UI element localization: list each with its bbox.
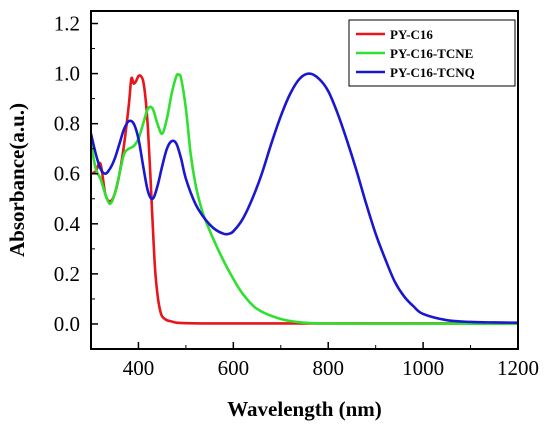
x-tick-label: 800 — [312, 356, 344, 380]
x-tick-label: 1000 — [402, 356, 444, 380]
series-layer — [91, 72, 518, 326]
y-tick-label: 1.0 — [54, 62, 80, 86]
plot-frame — [90, 10, 519, 350]
legend-label: PY-C16-TCNE — [390, 46, 473, 61]
series-line-py-c16-tcne — [91, 72, 518, 326]
x-tick-label: 600 — [218, 356, 250, 380]
y-tick-label: 0.2 — [54, 262, 80, 286]
series-line-py-c16-tcnq — [91, 72, 518, 325]
legend-items: PY-C16 PY-C16-TCNE PY-C16-TCNQ — [356, 27, 475, 80]
ticks-layer: 0.0 0.2 0.4 0.6 0.8 1.0 1.2 400 600 800 1000 1200 — [54, 12, 539, 380]
y-tick-label: 0.0 — [54, 312, 80, 336]
x-tick-label: 400 — [123, 356, 155, 380]
legend-label: PY-C16 — [390, 27, 433, 42]
y-tick-label: 0.4 — [54, 212, 81, 236]
legend: PY-C16 PY-C16-TCNE PY-C16-TCNQ — [348, 19, 516, 87]
x-axis-title: Wavelength (nm) — [227, 397, 382, 421]
legend-label: PY-C16-TCNQ — [390, 65, 475, 80]
y-tick-label: 0.8 — [54, 112, 80, 136]
axes-layer — [90, 10, 519, 350]
y-tick-label: 1.2 — [54, 12, 80, 36]
y-tick-label: 0.6 — [54, 162, 80, 186]
x-tick-label: 1200 — [497, 356, 539, 380]
y-axis-title: Absorbance(a.u.) — [5, 103, 29, 257]
